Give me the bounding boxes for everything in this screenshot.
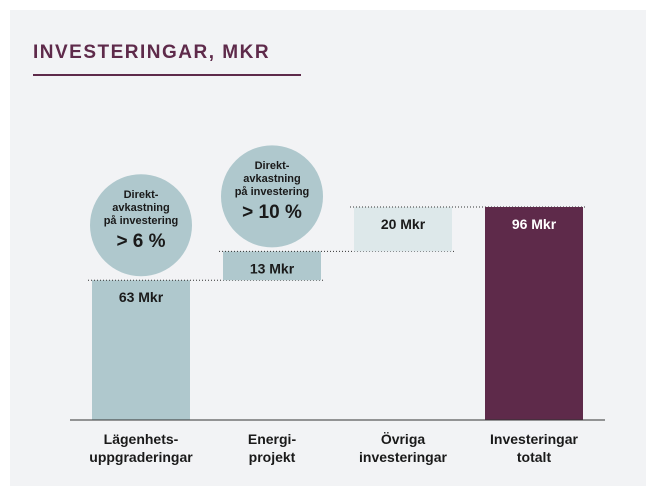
- annotation-bubble: [221, 145, 323, 248]
- annotation-bubble: [90, 174, 192, 277]
- x-tick-label: Övriga investeringar: [359, 431, 447, 465]
- bar: [354, 207, 452, 252]
- value-label: 96 Mkr: [512, 216, 557, 232]
- value-label: 63 Mkr: [119, 289, 164, 305]
- bar: [92, 280, 190, 420]
- annotation-highlight: > 6 %: [116, 231, 166, 253]
- bar: [485, 207, 583, 420]
- bar: [223, 251, 321, 281]
- value-label: 20 Mkr: [381, 216, 426, 232]
- x-tick-label: Lägenhets- uppgraderingar: [89, 431, 193, 465]
- title-rule: [33, 74, 301, 76]
- x-tick-label: Investeringar totalt: [490, 431, 578, 465]
- chart-title: INVESTERINGAR, MKR: [33, 42, 271, 63]
- x-tick-label: Energi- projekt: [247, 431, 297, 465]
- annotation-text: Direkt- avkastning på investering: [234, 160, 310, 199]
- annotation-highlight: > 10 %: [242, 202, 302, 224]
- value-label: 13 Mkr: [250, 260, 295, 276]
- annotation-text: Direkt- avkastning på investering: [103, 189, 179, 228]
